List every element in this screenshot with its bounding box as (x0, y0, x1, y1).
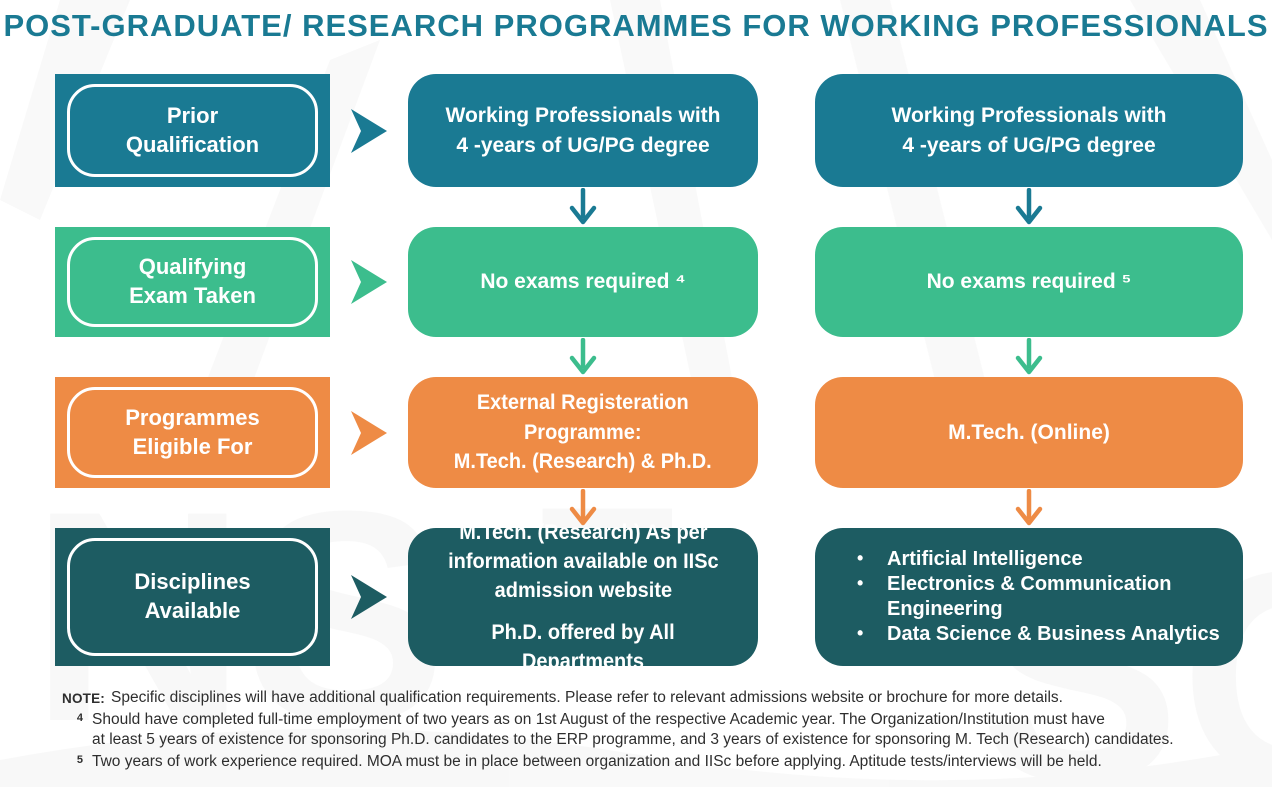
footnote-marker: 5 (76, 753, 83, 766)
note-row: NOTE: Specific disciplines will have add… (62, 688, 1254, 709)
note-marker: NOTE: (62, 691, 105, 706)
arrow-down-icon (569, 489, 597, 526)
footnotes: NOTE: Specific disciplines will have add… (62, 688, 1254, 772)
label-box-prior-qualification: Prior Qualification (55, 74, 330, 187)
box-text: External Registeration Programme: M.Tech… (454, 391, 712, 474)
label-text: Disciplines Available (134, 569, 251, 623)
box-text: M.Tech. (Online) (948, 420, 1110, 444)
box-no-exams-erp: No exams required ⁴ (408, 227, 758, 337)
label-text: Prior Qualification (125, 102, 260, 157)
note-text: Specific disciplines will have additiona… (111, 689, 1063, 706)
box-text: M.Tech. (Research) As per information av… (447, 520, 719, 603)
page-title: POST-GRADUATE/ RESEARCH PROGRAMMES FOR W… (3, 8, 1269, 43)
note-text: Two years of work experience required. M… (92, 752, 1102, 770)
box-text: No exams required ⁵ (926, 270, 1132, 294)
arrow-down-icon (569, 338, 597, 375)
box-no-exams-online: No exams required ⁵ (815, 227, 1243, 337)
box-mtech-online: M.Tech. (Online) (815, 377, 1243, 488)
arrow-down-icon (1015, 489, 1043, 526)
list-item: Data Science & Business Analytics (851, 622, 1225, 647)
footnote-4: 4 Should have completed full-time employ… (75, 710, 1254, 751)
box-text: Ph.D. offered by All Departments (491, 620, 675, 674)
chevron-right-icon (330, 528, 408, 666)
list-item: Artificial Intelligence (851, 547, 1225, 572)
chevron-right-icon (330, 227, 408, 337)
flowchart: Prior Qualification Working Professional… (55, 74, 1243, 673)
flow-cell: M.Tech. (Online) (815, 377, 1243, 526)
label-text: Programmes Eligible For (125, 404, 260, 459)
box-erp-programme: External Registeration Programme: M.Tech… (408, 377, 758, 488)
disciplines-list: Artificial Intelligence Electronics & Co… (827, 547, 1231, 648)
label-text: Qualifying Exam Taken (129, 254, 256, 308)
box-text: Working Professionals with 4 -years of U… (891, 104, 1167, 157)
label-box-programmes-eligible: Programmes Eligible For (55, 377, 330, 488)
footnote-5: 5 Two years of work experience required.… (75, 752, 1254, 773)
label-box-qualifying-exam: Qualifying Exam Taken (55, 227, 330, 337)
flow-cell: No exams required ⁴ (408, 227, 758, 375)
label-box-disciplines: Disciplines Available (55, 528, 330, 666)
note-text: Should have completed full-time employme… (92, 710, 1174, 749)
box-disciplines-erp: M.Tech. (Research) As per information av… (408, 521, 758, 673)
box-text: No exams required ⁴ (480, 270, 686, 294)
arrow-down-icon (1015, 338, 1043, 375)
flow-cell: Working Professionals with 4 -years of U… (815, 74, 1243, 225)
flow-cell: M.Tech. (Research) As per information av… (408, 521, 758, 673)
footnote-marker: 4 (76, 711, 83, 724)
flow-cell: No exams required ⁵ (815, 227, 1243, 375)
arrow-down-icon (1015, 188, 1043, 225)
flow-cell: External Registeration Programme: M.Tech… (408, 377, 758, 526)
chevron-right-icon (330, 74, 408, 187)
flow-cell: Artificial Intelligence Electronics & Co… (815, 528, 1243, 666)
box-text: Working Professionals with 4 -years of U… (445, 104, 721, 157)
flow-cell: Working Professionals with 4 -years of U… (408, 74, 758, 225)
box-prior-qualification-erp: Working Professionals with 4 -years of U… (408, 74, 758, 187)
box-disciplines-online: Artificial Intelligence Electronics & Co… (815, 528, 1243, 666)
arrow-down-icon (569, 188, 597, 225)
box-prior-qualification-online: Working Professionals with 4 -years of U… (815, 74, 1243, 187)
list-item: Electronics & Communication Engineering (851, 572, 1225, 622)
chevron-right-icon (330, 377, 408, 488)
